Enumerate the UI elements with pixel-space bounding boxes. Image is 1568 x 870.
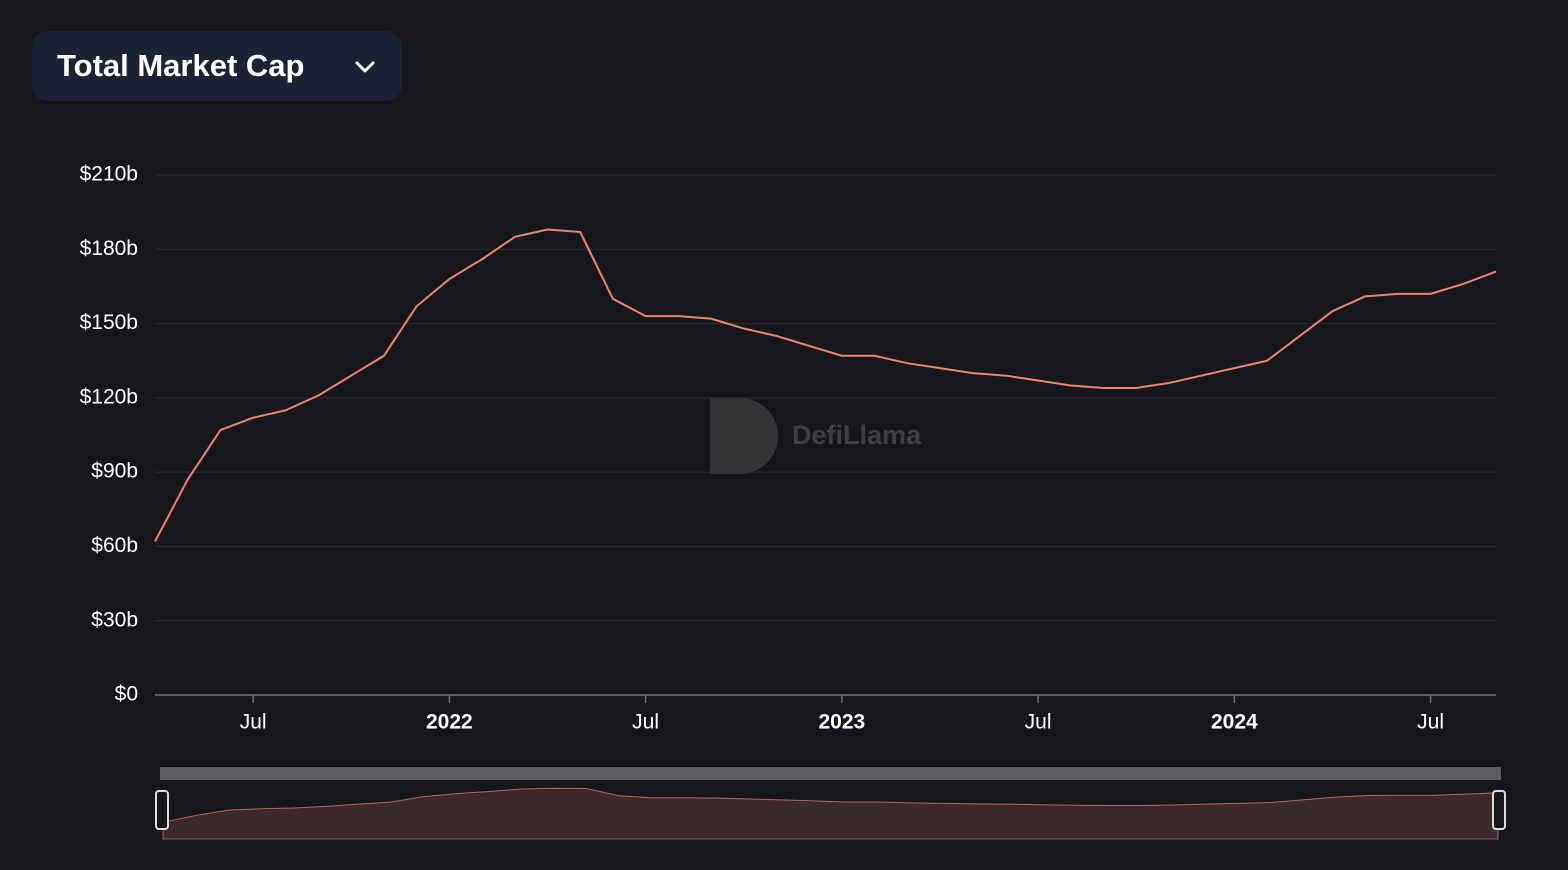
selector-label[interactable]: Total Market Cap	[57, 48, 304, 83]
y-tick-label: $0	[115, 683, 138, 706]
selector-box[interactable]	[32, 31, 402, 101]
line	[154, 228, 1497, 542]
x-tick-label: Jul	[632, 711, 659, 734]
y-tick-label: $150b	[80, 311, 138, 334]
y-tick-label: $30b	[91, 608, 138, 631]
selector-button[interactable]: Total Market Cap	[32, 31, 402, 101]
y-tick-label: $120b	[80, 385, 138, 408]
y-tick-label: $180b	[80, 237, 138, 260]
slider-handle-left[interactable]	[155, 790, 169, 830]
x-tick-label: 2023	[818, 711, 865, 734]
x-tick-label: 2024	[1211, 711, 1258, 734]
overview-area	[162, 787, 1499, 840]
x-tick-label: 2022	[426, 711, 473, 734]
x-tick-label: Jul	[1417, 711, 1444, 734]
x-tick-label: Jul	[240, 711, 267, 734]
y-tick-label: $90b	[91, 460, 138, 483]
slider-bar[interactable]	[160, 767, 1501, 780]
y-tick-label: $60b	[91, 534, 138, 557]
y-tick-label: $210b	[80, 163, 138, 186]
logo-shape	[710, 398, 778, 474]
slider-handle-right[interactable]	[1492, 790, 1506, 830]
watermark: DefiLlama	[792, 420, 922, 450]
x-tick-label: Jul	[1025, 711, 1052, 734]
watermark-logo: DefiLlama	[710, 398, 922, 474]
chevron[interactable]	[355, 61, 375, 73]
